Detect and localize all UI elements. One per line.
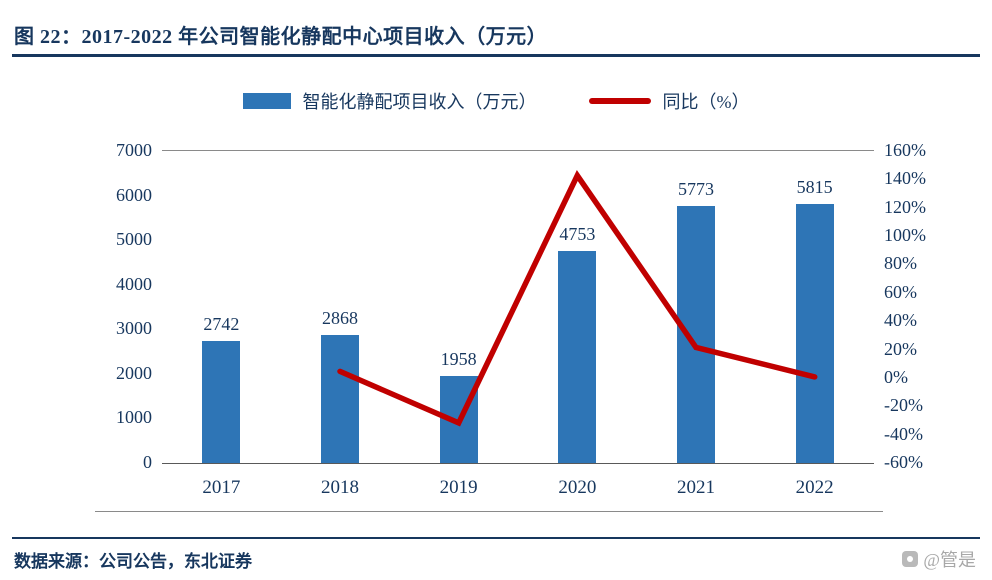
right-axis-tick: -40% [884, 423, 923, 444]
watermark-logo-icon [902, 551, 919, 567]
x-axis-label-2017: 2017 [202, 477, 241, 498]
bar-value-label-2019: 1958 [440, 348, 477, 369]
bar-2020 [558, 251, 597, 463]
legend-item-yoy: 同比（%） [588, 88, 750, 114]
bar-value-label-2018: 2868 [321, 308, 358, 329]
x-axis-label-2020: 2020 [558, 477, 597, 498]
left-axis-tick: 7000 [116, 140, 152, 160]
legend-label-revenue: 智能化静配项目收入（万元） [302, 92, 537, 112]
right-axis-tick: 100% [884, 225, 926, 246]
legend-label-yoy: 同比（%） [662, 92, 750, 112]
left-axis-tick: 5000 [116, 229, 152, 250]
right-axis-tick: 80% [884, 253, 917, 274]
plot-area: 2742 2868 1958 4753 5773 5815 [162, 150, 874, 464]
left-axis-tick: 1000 [116, 407, 152, 428]
x-axis-divider [95, 511, 883, 512]
yoy-line-chart [337, 170, 818, 427]
right-axis-tick: -20% [884, 395, 923, 416]
watermark-text: @管是 [923, 550, 976, 570]
legend: 智能化静配项目收入（万元） 同比（%） [0, 88, 992, 114]
right-axis-tick: 0% [884, 366, 908, 387]
source-text: 数据来源：公司公告，东北证券 [14, 552, 252, 571]
left-axis-tick: 2000 [116, 362, 152, 383]
title-underline [12, 54, 980, 57]
right-axis-tick: 160% [884, 140, 926, 160]
bar-2018 [321, 335, 359, 463]
left-axis-tick: 3000 [116, 318, 152, 339]
x-axis-label-2019: 2019 [439, 477, 478, 498]
right-axis-tick: 120% [884, 196, 926, 217]
yoy-line [337, 170, 818, 427]
bar-2022 [795, 203, 834, 463]
left-axis-tick: 4000 [116, 273, 152, 294]
right-axis-tick: 140% [884, 168, 926, 189]
chart-title: 图 22：2017-2022 年公司智能化静配中心项目收入（万元） [14, 26, 548, 48]
right-axis-tick: 40% [884, 310, 917, 331]
watermark: @管是 [902, 546, 976, 572]
bar-value-label-2022: 5815 [796, 176, 833, 197]
left-axis-tick: 6000 [116, 184, 152, 205]
bar-value-label-2020: 4753 [559, 224, 596, 245]
right-axis-tick: 20% [884, 338, 917, 359]
bar-value-label-2017: 2742 [203, 313, 240, 334]
bar-value-label-2021: 5773 [677, 178, 714, 199]
x-axis-label-2018: 2018 [320, 477, 359, 498]
bar-2017 [202, 340, 241, 463]
right-axis: 160% 140% 120% 100% 80% 60% 40% 20% 0% -20% -40% -6… [884, 140, 974, 472]
line-swatch-icon [588, 98, 651, 104]
x-axis-label-2022: 2022 [795, 477, 834, 498]
x-axis: 2017 2018 2019 2020 2021 2022 [162, 477, 874, 503]
footer-divider [12, 537, 980, 539]
bar-swatch-icon [242, 93, 291, 109]
bar-2021 [677, 205, 715, 463]
legend-item-revenue: 智能化静配项目收入（万元） [242, 88, 537, 114]
left-axis: 7000 6000 5000 4000 3000 2000 1000 0 [58, 140, 152, 472]
left-axis-tick: 0 [143, 452, 152, 472]
right-axis-tick: 60% [884, 281, 917, 302]
right-axis-tick: -60% [884, 452, 923, 472]
x-axis-label-2021: 2021 [676, 477, 715, 498]
